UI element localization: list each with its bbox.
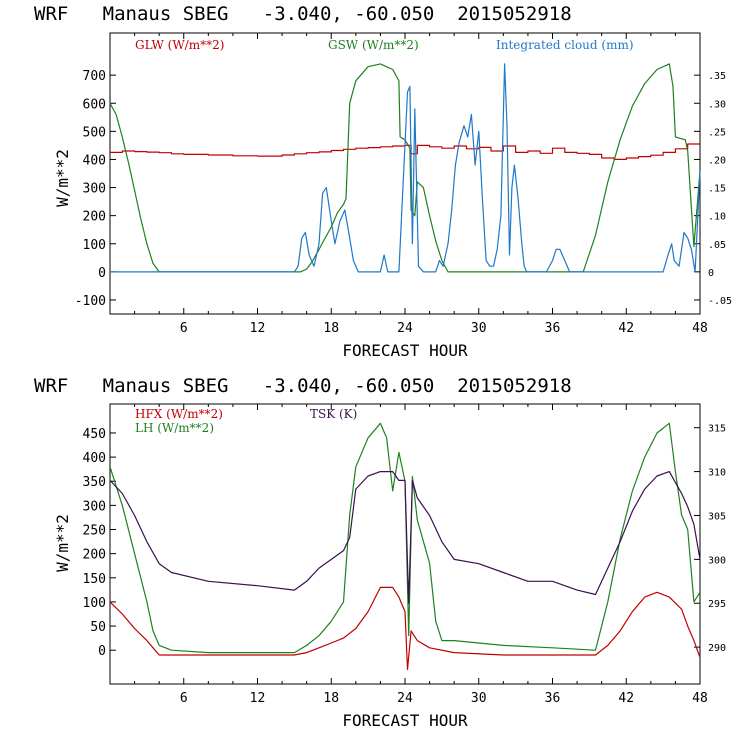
- y-tick-label: 0: [98, 644, 106, 659]
- y2-tick-label: 295: [708, 599, 726, 610]
- y2-tick-label: .05: [708, 240, 726, 251]
- y2-tick-label: 290: [708, 643, 726, 654]
- x-tick-label: 24: [397, 691, 413, 706]
- x-tick-label: 18: [323, 691, 339, 706]
- y2-tick-label: -.05: [708, 296, 732, 307]
- y-tick-label: 100: [83, 238, 106, 253]
- series-line-gsw: [109, 63, 701, 273]
- y-tick-label: 350: [83, 475, 106, 490]
- y-tick-label: 150: [83, 572, 106, 587]
- y-tick-label: -100: [75, 294, 106, 309]
- y-tick-label: 100: [83, 596, 106, 611]
- legend: HFX (W/m**2) LH (W/m**2) TSK (K): [135, 407, 357, 435]
- y-axis-label: W/m**2: [53, 514, 72, 572]
- y2-tick-label: 0: [708, 268, 714, 279]
- legend-gsw: GSW (W/m**2): [328, 38, 419, 52]
- bottom-panel: WRF Manaus SBEG -3.040, -60.050 20150529…: [34, 375, 726, 730]
- x-tick-label: 6: [180, 691, 188, 706]
- x-tick-label: 6: [180, 321, 188, 336]
- x-tick-label: 30: [471, 691, 487, 706]
- legend-integrated-cloud: Integrated cloud (mm): [496, 38, 634, 52]
- y-tick-label: 400: [83, 451, 106, 466]
- y-tick-label: 0: [98, 266, 106, 281]
- y2-tick-label: 315: [708, 424, 726, 435]
- x-tick-label: 36: [545, 321, 561, 336]
- x-tick-label: 24: [397, 321, 413, 336]
- series-line-glw: [110, 143, 700, 160]
- series-line-hfx: [109, 586, 701, 671]
- legend-lh: LH (W/m**2): [135, 421, 214, 435]
- y2-tick-label: 310: [708, 468, 726, 479]
- x-tick-label: 48: [692, 691, 708, 706]
- y-tick-label: 300: [83, 499, 106, 514]
- series-line-tsk: [109, 471, 701, 604]
- x-tick-label: 48: [692, 321, 708, 336]
- y-tick-label: 700: [83, 69, 106, 84]
- y-tick-label: 450: [83, 427, 106, 442]
- chart-title: WRF Manaus SBEG -3.040, -60.050 20150529…: [34, 375, 572, 397]
- y2-tick-label: .30: [708, 99, 726, 110]
- x-tick-label: 36: [545, 691, 561, 706]
- y2-tick-label: .25: [708, 127, 726, 138]
- y-tick-label: 400: [83, 153, 106, 168]
- y2-tick-label: 305: [708, 511, 726, 522]
- x-tick-label: 18: [323, 321, 339, 336]
- legend-glw: GLW (W/m**2): [135, 38, 224, 52]
- legend: GLW (W/m**2) GSW (W/m**2) Integrated clo…: [135, 38, 634, 52]
- x-tick-label: 12: [250, 691, 266, 706]
- y-axis-label: W/m**2: [53, 149, 72, 207]
- y-tick-label: 50: [90, 620, 106, 635]
- y-tick-label: 200: [83, 210, 106, 225]
- plot-frame: [109, 403, 701, 685]
- series-line-integrated: [110, 63, 701, 273]
- y-tick-label: 500: [83, 125, 106, 140]
- x-tick-label: 30: [471, 321, 487, 336]
- x-axis-label: FORECAST HOUR: [342, 341, 468, 360]
- chart-title: WRF Manaus SBEG -3.040, -60.050 20150529…: [34, 3, 572, 25]
- y2-tick-label: .10: [708, 212, 726, 223]
- x-tick-label: 42: [618, 691, 634, 706]
- x-axis-label: FORECAST HOUR: [342, 711, 468, 730]
- y2-tick-label: .20: [708, 155, 726, 166]
- top-panel: WRF Manaus SBEG -3.040, -60.050 20150529…: [34, 3, 732, 360]
- y2-tick-label: 300: [708, 555, 726, 566]
- y-tick-label: 300: [83, 182, 106, 197]
- x-tick-label: 42: [618, 321, 634, 336]
- y-tick-label: 200: [83, 548, 106, 563]
- y-tick-label: 600: [83, 97, 106, 112]
- y2-tick-label: .35: [708, 71, 726, 82]
- x-tick-label: 12: [250, 321, 266, 336]
- legend-tsk: TSK (K): [310, 407, 357, 421]
- legend-hfx: HFX (W/m**2): [135, 407, 223, 421]
- y2-tick-label: .15: [708, 184, 726, 195]
- y-tick-label: 250: [83, 524, 106, 539]
